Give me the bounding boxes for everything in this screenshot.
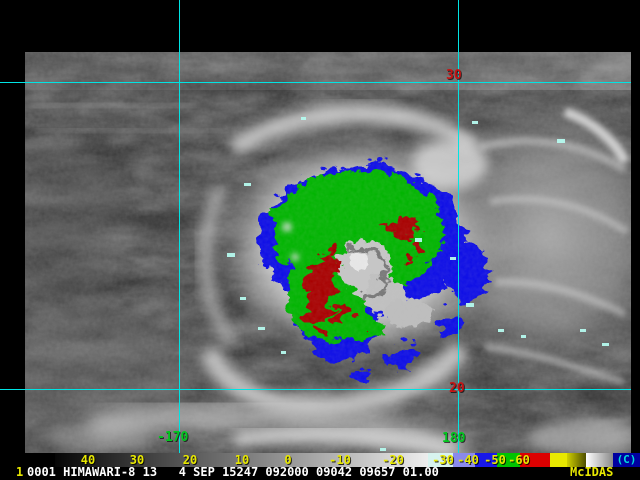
latitude-label-20: 20 [449,381,465,396]
colorbar-tick--50: -50 [484,453,506,467]
mcidas-brand-label: McIDAS [570,465,614,479]
colorbar-segment-unit-block [613,453,640,467]
colorbar-segment-blue [475,453,497,467]
colorbar-segment-yellow [550,453,567,467]
latitude-label-30: 30 [446,68,462,83]
colorbar [0,453,640,467]
colorbar-ticks: 40 30 20 10 0 -10 -20 -30 -40 -50 -60 [0,453,640,467]
colorbar-tick-10: 10 [234,453,250,467]
colorbar-segment-light-blue [453,453,475,467]
colorbar-tick--30: -30 [432,453,454,467]
image-info-text: 0001 HIMAWARI-8 13 4 SEP 15247 092000 09… [27,465,439,479]
colorbar-segment-olive-ramp [567,453,586,467]
colorbar-segment-red [520,453,550,467]
colorbar-segment-green [497,453,520,467]
colorbar-segment-pale-cyan [428,453,453,467]
longitude-label--170: -170 [157,430,189,445]
gridline-latitude-20 [0,389,631,390]
gridline-latitude-30 [0,82,631,83]
satellite-image[interactable] [25,52,631,453]
gridline-longitude--170 [179,0,180,458]
status-bar: 1 0001 HIMAWARI-8 13 4 SEP 15247 092000 … [0,465,640,480]
longitude-label-180: 180 [442,431,466,446]
colorbar-tick--40: -40 [457,453,479,467]
colorbar-unit-label: (C) [616,453,637,466]
colorbar-tick-20: 20 [182,453,198,467]
colorbar-tick--20: -20 [382,453,404,467]
colorbar-tick-0: 0 [284,453,292,467]
colorbar-tick-30: 30 [129,453,145,467]
gridline-longitude-180 [458,0,459,458]
frame-number: 1 [16,465,24,479]
colorbar-segment-gray-ramp [55,453,428,467]
colorbar-tick-40: 40 [80,453,96,467]
colorbar-tick--60: -60 [508,453,530,467]
colorbar-segment-white-gray-ramp [586,453,613,467]
colorbar-tick--10: -10 [329,453,351,467]
